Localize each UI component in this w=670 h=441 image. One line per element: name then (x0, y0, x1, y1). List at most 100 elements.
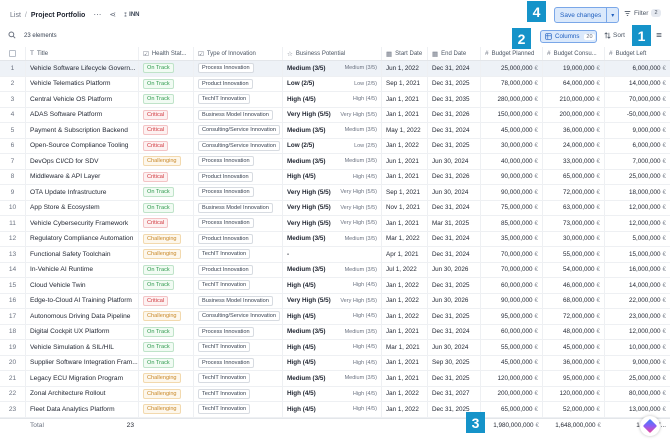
table-row[interactable]: 14 In-Vehicle AI Runtime On Track Product I… (0, 262, 670, 278)
budget-planned-cell[interactable]: 75,000,000 € (481, 200, 543, 215)
more-icon[interactable]: ⋯ (93, 10, 102, 19)
title-cell[interactable]: OTA Update Infrastructure (26, 185, 139, 200)
start-date-cell[interactable]: Jan 1, 2021 (382, 169, 428, 184)
type-cell[interactable]: Consulting/Service Innovation (194, 123, 283, 138)
type-cell[interactable]: Product Innovation (194, 76, 283, 91)
health-cell[interactable]: Critical (139, 107, 194, 122)
health-cell[interactable]: Challenging (139, 247, 194, 262)
budget-consumed-cell[interactable]: 200,000,000 € (543, 107, 605, 122)
budget-planned-cell[interactable]: 55,000,000 € (481, 340, 543, 355)
potential-cell[interactable]: Medium (3/5) Medium (3/5) (283, 231, 382, 246)
start-date-cell[interactable]: Jan 1, 2022 (382, 138, 428, 153)
potential-cell[interactable]: Medium (3/5) Medium (3/5) (283, 262, 382, 277)
table-row[interactable]: 21 Legacy ECU Migration Program Challengin… (0, 371, 670, 387)
budget-planned-cell[interactable]: 25,000,000 € (481, 61, 543, 76)
assistant-launcher-button[interactable] (640, 416, 660, 436)
budget-consumed-cell[interactable]: 36,000,000 € (543, 355, 605, 370)
health-cell[interactable]: On Track (139, 76, 194, 91)
budget-consumed-cell[interactable]: 48,000,000 € (543, 324, 605, 339)
end-date-cell[interactable]: Dec 31, 2024 (428, 200, 481, 215)
type-cell[interactable]: TechIT Innovation (194, 92, 283, 107)
budget-planned-cell[interactable]: 90,000,000 € (481, 169, 543, 184)
table-row[interactable]: 23 Fleet Data Analytics Platform Challengi… (0, 402, 670, 418)
potential-cell[interactable]: Medium (3/5) Medium (3/5) (283, 123, 382, 138)
table-row[interactable]: 4 ADAS Software Platform Critical Business … (0, 107, 670, 123)
end-date-cell[interactable]: Dec 31, 2024 (428, 247, 481, 262)
column-header-end-date[interactable]: ▦ End Date (428, 47, 481, 60)
budget-left-cell[interactable]: 70,000,000 € (605, 92, 670, 107)
health-cell[interactable]: Challenging (139, 231, 194, 246)
budget-consumed-cell[interactable]: 52,000,000 € (543, 402, 605, 417)
save-options-chevron-icon[interactable]: ▾ (606, 8, 618, 22)
title-cell[interactable]: Middleware & API Layer (26, 169, 139, 184)
health-cell[interactable]: Challenging (139, 154, 194, 169)
column-header-budget-consumed[interactable]: # Budget Consu... (543, 47, 605, 60)
start-date-cell[interactable]: Jan 1, 2022 (382, 309, 428, 324)
view-options-icon[interactable] (655, 31, 663, 39)
end-date-cell[interactable]: Dec 31, 2025 (428, 278, 481, 293)
budget-planned-cell[interactable]: 85,000,000 € (481, 216, 543, 231)
start-date-cell[interactable]: Jun 1, 2022 (382, 61, 428, 76)
table-row[interactable]: 2 Vehicle Telematics Platform On Track Prod… (0, 76, 670, 92)
potential-cell[interactable]: Medium (3/5) Medium (3/5) (283, 61, 382, 76)
title-cell[interactable]: Legacy ECU Migration Program (26, 371, 139, 386)
budget-planned-cell[interactable]: 30,000,000 € (481, 138, 543, 153)
end-date-cell[interactable]: Sep 30, 2025 (428, 355, 481, 370)
budget-consumed-cell[interactable]: 30,000,000 € (543, 231, 605, 246)
table-row[interactable]: 18 Digital Cockpit UX Platform On Track Pro… (0, 324, 670, 340)
title-cell[interactable]: Supplier Software Integration Fram... (26, 355, 139, 370)
health-cell[interactable]: Challenging (139, 402, 194, 417)
type-cell[interactable]: Process Innovation (194, 355, 283, 370)
type-cell[interactable]: TechIT Innovation (194, 371, 283, 386)
table-row[interactable]: 22 Zonal Architecture Rollout Challenging T… (0, 386, 670, 402)
table-row[interactable]: 8 Middleware & API Layer Critical Product I… (0, 169, 670, 185)
budget-consumed-cell[interactable]: 95,000,000 € (543, 371, 605, 386)
end-date-cell[interactable]: Dec 31, 2026 (428, 169, 481, 184)
end-date-cell[interactable]: Jun 30, 2026 (428, 262, 481, 277)
potential-cell[interactable]: Very High (5/5) Very High (5/5) (283, 216, 382, 231)
potential-cell[interactable]: Medium (3/5) Medium (3/5) (283, 154, 382, 169)
budget-consumed-cell[interactable]: 68,000,000 € (543, 293, 605, 308)
start-date-cell[interactable]: Sep 1, 2021 (382, 185, 428, 200)
start-date-cell[interactable]: Nov 1, 2021 (382, 200, 428, 215)
budget-planned-cell[interactable]: 65,000,000 € (481, 402, 543, 417)
type-cell[interactable]: Product Innovation (194, 231, 283, 246)
title-cell[interactable]: Central Vehicle OS Platform (26, 92, 139, 107)
budget-left-cell[interactable]: 7,000,000 € (605, 154, 670, 169)
title-cell[interactable]: Cloud Vehicle Twin (26, 278, 139, 293)
title-cell[interactable]: Zonal Architecture Rollout (26, 386, 139, 401)
column-header-title[interactable]: T Title (26, 47, 139, 60)
type-cell[interactable]: TechIT Innovation (194, 386, 283, 401)
start-date-cell[interactable]: Jan 1, 2021 (382, 371, 428, 386)
type-cell[interactable]: Business Model Innovation (194, 293, 283, 308)
budget-consumed-cell[interactable]: 120,000,000 € (543, 386, 605, 401)
title-cell[interactable]: Fleet Data Analytics Platform (26, 402, 139, 417)
budget-left-cell[interactable]: 15,000,000 € (605, 247, 670, 262)
budget-left-cell[interactable]: 12,000,000 € (605, 216, 670, 231)
health-cell[interactable]: On Track (139, 324, 194, 339)
potential-cell[interactable]: High (4/5) High (4/5) (283, 340, 382, 355)
budget-consumed-cell[interactable]: 55,000,000 € (543, 247, 605, 262)
potential-cell[interactable]: High (4/5) High (4/5) (283, 355, 382, 370)
title-cell[interactable]: Digital Cockpit UX Platform (26, 324, 139, 339)
end-date-cell[interactable]: Dec 31, 2035 (428, 92, 481, 107)
budget-consumed-cell[interactable]: 73,000,000 € (543, 216, 605, 231)
budget-planned-cell[interactable]: 35,000,000 € (481, 231, 543, 246)
potential-cell[interactable]: Very High (5/5) Very High (5/5) (283, 107, 382, 122)
health-cell[interactable]: On Track (139, 355, 194, 370)
end-date-cell[interactable]: Jun 30, 2026 (428, 293, 481, 308)
type-cell[interactable]: Process Innovation (194, 154, 283, 169)
start-date-cell[interactable]: Sep 1, 2021 (382, 76, 428, 91)
potential-cell[interactable]: Very High (5/5) Very High (5/5) (283, 293, 382, 308)
budget-consumed-cell[interactable]: 72,000,000 € (543, 185, 605, 200)
title-cell[interactable]: DevOps CI/CD for SDV (26, 154, 139, 169)
potential-cell[interactable]: High (4/5) High (4/5) (283, 169, 382, 184)
column-header-budget-left[interactable]: # Budget Left (605, 47, 670, 60)
columns-button[interactable]: Columns 20 (540, 30, 597, 43)
health-cell[interactable]: Critical (139, 169, 194, 184)
end-date-cell[interactable]: Dec 31, 2024 (428, 324, 481, 339)
type-cell[interactable]: Consulting/Service Innovation (194, 138, 283, 153)
end-date-cell[interactable]: Dec 31, 2025 (428, 76, 481, 91)
type-cell[interactable]: Process Innovation (194, 324, 283, 339)
health-cell[interactable]: On Track (139, 262, 194, 277)
